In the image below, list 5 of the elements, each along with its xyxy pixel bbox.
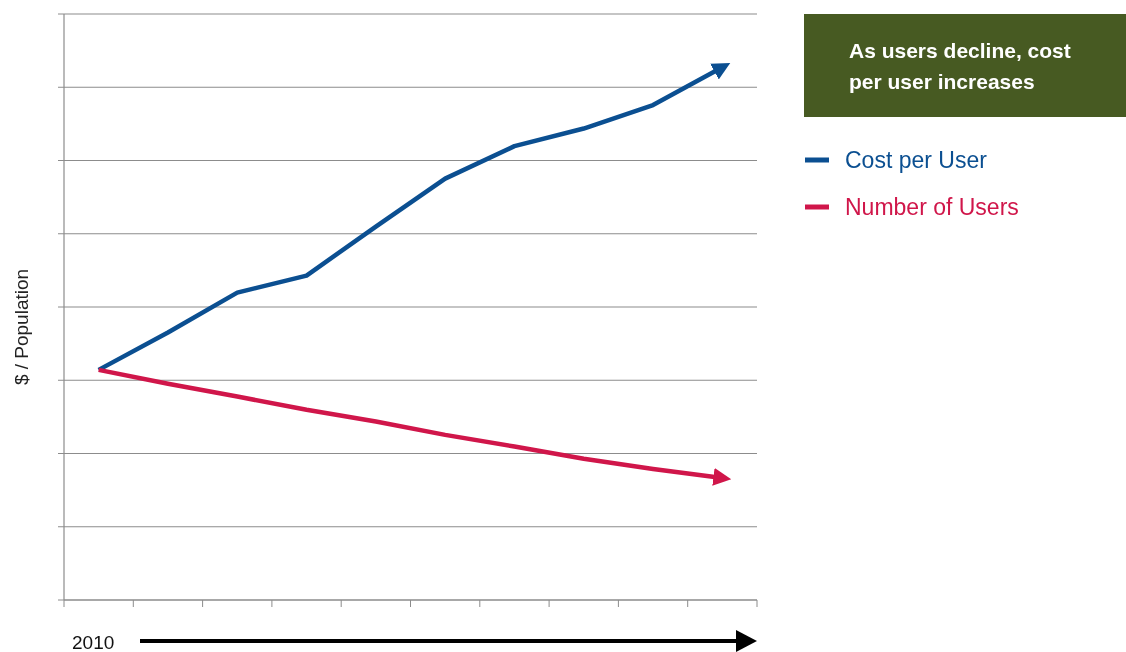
legend-label: Cost per User bbox=[845, 147, 988, 173]
x-axis-title: 2010 bbox=[72, 632, 115, 652]
y-axis-title: $ / Population bbox=[11, 268, 32, 386]
text: As users decline, cost per user increases bbox=[804, 14, 1126, 117]
legend-label: Number of Users bbox=[845, 194, 1019, 220]
